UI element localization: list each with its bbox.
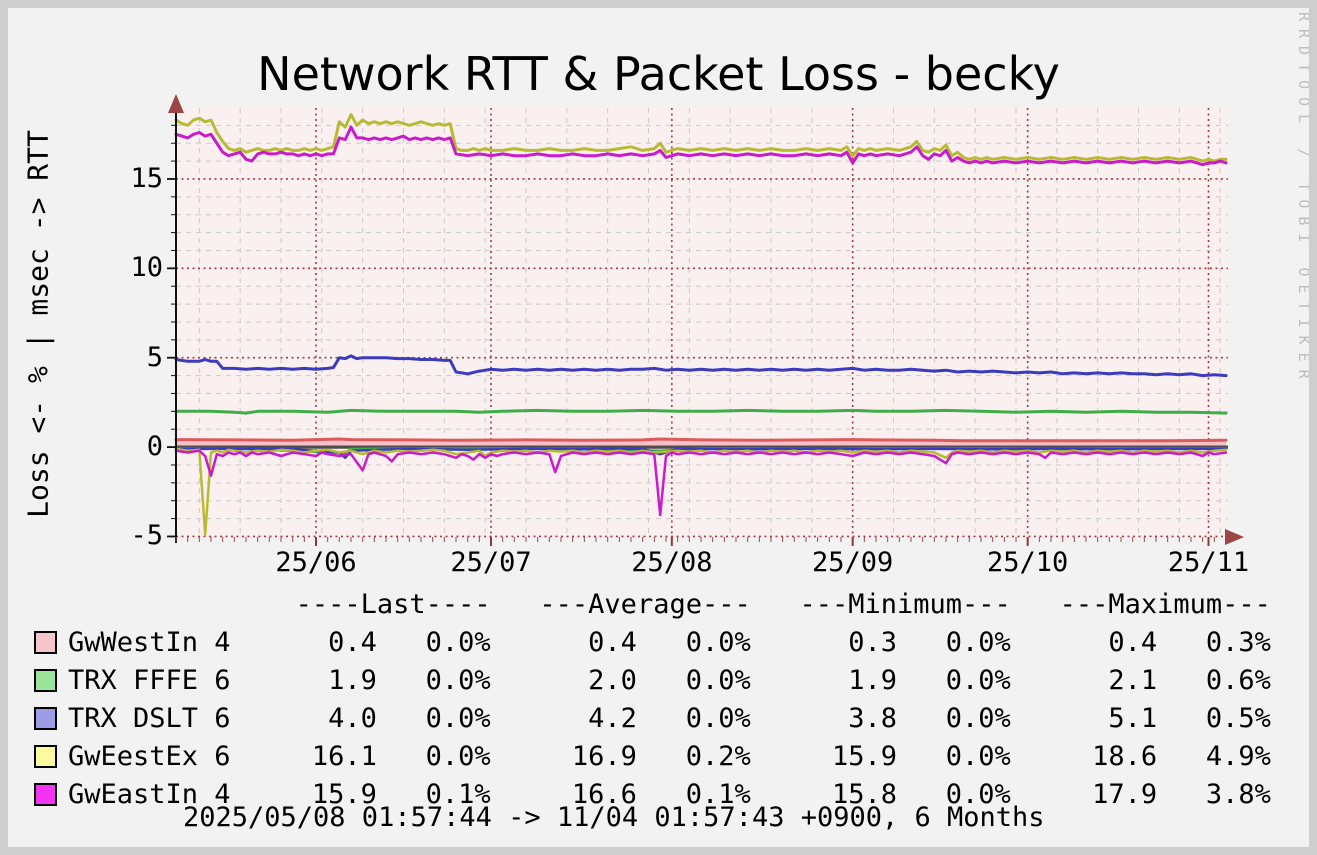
series-line <box>174 449 1228 517</box>
rrdtool-watermark: RRDTOOL / TOBI OETIKER <box>1295 12 1313 387</box>
series-line <box>174 113 1228 163</box>
x-tick-label: 25/08 <box>631 547 713 578</box>
legend-swatch <box>34 631 57 654</box>
x-tick-label: 25/09 <box>812 547 894 578</box>
legend-swatch <box>34 783 57 806</box>
y-axis-arrow <box>168 94 184 113</box>
legend-swatch <box>34 707 57 730</box>
legend-swatch <box>34 745 57 768</box>
x-tick-label: 25/10 <box>987 547 1069 578</box>
x-axis-arrow <box>1225 529 1244 545</box>
y-tick-label: 0 <box>146 431 163 463</box>
series-line <box>174 437 1228 443</box>
series-line <box>174 125 1228 167</box>
footer-timerange: 2025/05/08 01:57:44 -> 11/04 01:57:43 +0… <box>183 802 1045 833</box>
legend-row: GwEastIn 4 15.9 0.1% 16.6 0.1% 15.8 0.0%… <box>68 779 1271 810</box>
y-tick-label: 10 <box>130 252 163 284</box>
y-tick-label: 5 <box>146 341 163 373</box>
y-tick-label: -5 <box>130 520 163 552</box>
legend-row: GwWestIn 4 0.4 0.0% 0.4 0.0% 0.3 0.0% 0.… <box>68 627 1271 658</box>
legend-header: ----Last---- ---Average--- ---Minimum---… <box>68 589 1271 620</box>
x-tick-label: 25/11 <box>1167 547 1250 578</box>
graph-title: Network RTT & Packet Loss - becky <box>257 47 1060 101</box>
y-tick-label: 15 <box>130 162 163 194</box>
legend-row: TRX DSLT 6 4.0 0.0% 4.2 0.0% 3.8 0.0% 5.… <box>68 703 1271 734</box>
series-line <box>174 447 1228 536</box>
series-line <box>174 354 1228 378</box>
legend-row: TRX FFFE 6 1.9 0.0% 2.0 0.0% 1.9 0.0% 2.… <box>68 665 1271 696</box>
legend-row: GwEestEx 6 16.1 0.0% 16.9 0.2% 15.9 0.0%… <box>68 741 1271 772</box>
x-tick-label: 25/07 <box>450 547 532 578</box>
x-tick-label: 25/06 <box>275 547 357 578</box>
legend-swatch <box>34 669 57 692</box>
plot-canvas <box>176 108 1228 537</box>
series-line <box>174 408 1228 415</box>
